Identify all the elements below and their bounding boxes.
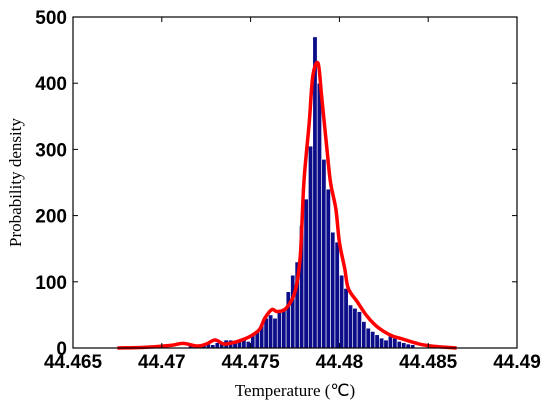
y-tick-label: 500 xyxy=(35,8,67,29)
histogram-bar xyxy=(245,341,251,349)
histogram-bar xyxy=(361,321,367,349)
histogram-bar xyxy=(370,331,376,349)
histogram-bar xyxy=(365,327,371,349)
density-curve xyxy=(117,60,457,350)
y-tick-label: 400 xyxy=(35,74,67,95)
y-tick-label: 100 xyxy=(35,273,67,294)
histogram-bar xyxy=(316,82,322,349)
x-axis-title: Temperature (℃) xyxy=(235,381,355,400)
histogram-bar xyxy=(268,314,274,349)
histogram-bar xyxy=(325,188,331,349)
histogram-bar xyxy=(272,317,278,349)
histogram-bar xyxy=(396,341,402,349)
histogram-bar xyxy=(343,288,349,349)
histogram-bar xyxy=(339,274,345,349)
histogram-bar xyxy=(356,311,362,349)
x-tick-label: 44.475 xyxy=(222,352,281,373)
histogram-bar xyxy=(352,307,358,349)
y-tick-label: 0 xyxy=(56,339,67,360)
x-tick-label: 44.465 xyxy=(44,352,103,373)
x-tick-label: 44.49 xyxy=(493,352,541,373)
histogram-bar xyxy=(321,159,327,349)
x-tick-label: 44.47 xyxy=(138,352,186,373)
histogram-bar xyxy=(383,339,389,349)
histogram-bar xyxy=(379,337,385,349)
x-tick-label: 44.48 xyxy=(316,352,364,373)
histogram-bar xyxy=(392,337,398,349)
y-tick-label: 300 xyxy=(35,140,67,161)
histogram-bar xyxy=(374,334,380,349)
histogram-bars xyxy=(188,36,416,349)
histogram-bar xyxy=(347,304,354,349)
histogram-bar xyxy=(334,241,340,349)
histogram-bar xyxy=(401,342,407,349)
y-axis-title: Probability density xyxy=(6,118,25,247)
histogram-bar xyxy=(330,231,336,349)
histogram-bar xyxy=(281,307,287,349)
histogram-bar xyxy=(290,274,296,349)
histogram-bar xyxy=(303,198,309,349)
x-tick-label: 44.485 xyxy=(399,352,458,373)
histogram-bar xyxy=(308,145,314,349)
histogram-bar xyxy=(276,311,282,349)
axis-ticks: 44.465 44.47 44.475 44.48 44.485 44.49 0 100 200… xyxy=(35,8,540,373)
y-tick-label: 200 xyxy=(35,207,67,228)
histogram-bar xyxy=(387,335,393,349)
plot-frame xyxy=(72,16,518,349)
